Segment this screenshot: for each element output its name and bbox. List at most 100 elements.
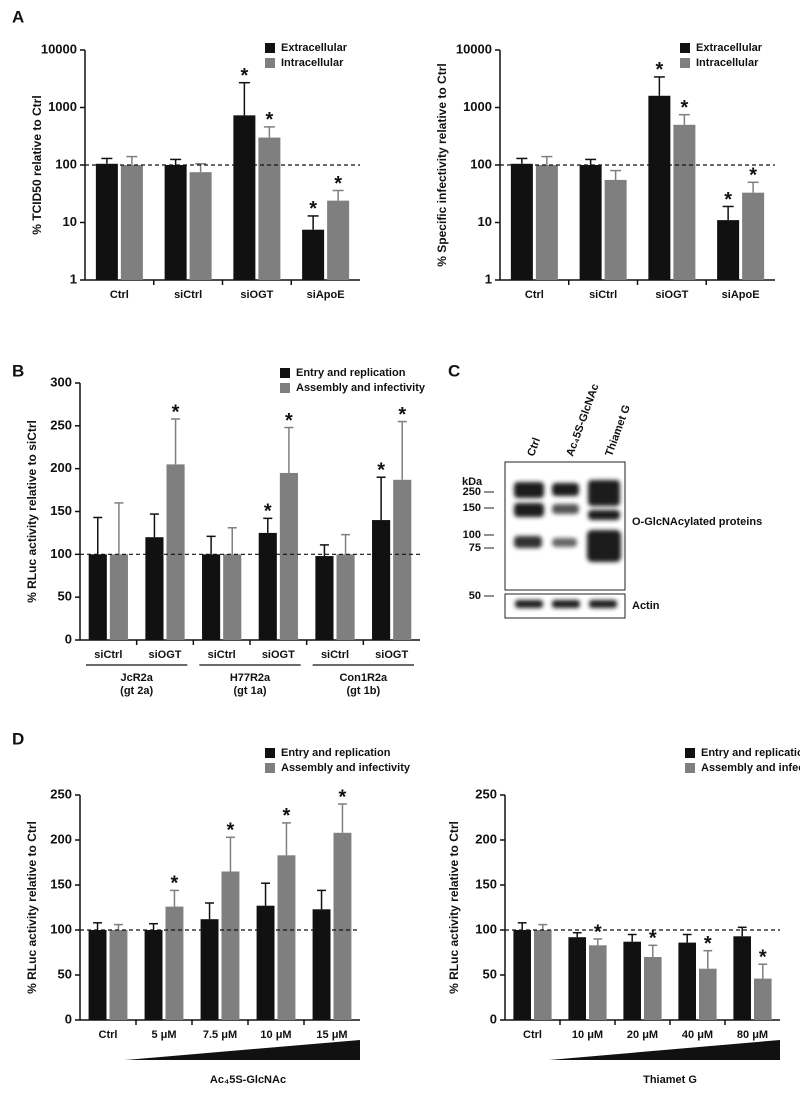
x-tick-label: siOGT bbox=[148, 649, 181, 661]
legend-label: Intracellular bbox=[696, 57, 759, 69]
y-axis-label: % RLuc activity relative to siCtrl bbox=[25, 420, 39, 603]
significance: * bbox=[724, 189, 732, 211]
gradient-wedge bbox=[549, 1040, 780, 1060]
legend-label: Assembly and infectivity bbox=[701, 762, 800, 774]
bar bbox=[144, 930, 163, 1020]
y-axis-label: % Specific infectivity relative to Ctrl bbox=[435, 63, 449, 266]
x-tick-label: 15 μM bbox=[316, 1029, 347, 1041]
y-axis-label: % RLuc activity relative to Ctrl bbox=[25, 821, 39, 994]
bar bbox=[109, 554, 128, 640]
significance: * bbox=[398, 404, 406, 426]
y-tick-label: 1 bbox=[70, 271, 77, 286]
panel-label: A bbox=[12, 7, 24, 26]
y-tick-label: 100 bbox=[50, 921, 72, 936]
blot-label: O-GlcNAcylated proteins bbox=[632, 516, 762, 528]
bar bbox=[256, 905, 275, 1020]
x-tick-label: siCtrl bbox=[208, 649, 236, 661]
significance: * bbox=[227, 820, 235, 842]
legend-label: Assembly and infectivity bbox=[281, 762, 411, 774]
x-tick-label: siCtrl bbox=[321, 649, 349, 661]
y-axis-label: % TCID50 relative to Ctrl bbox=[30, 95, 44, 234]
bar bbox=[233, 115, 256, 280]
blot-label: Actin bbox=[632, 600, 660, 612]
y-tick-label: 100 bbox=[475, 921, 497, 936]
bar bbox=[754, 978, 772, 1020]
x-tick-label: Ctrl bbox=[523, 1029, 542, 1041]
bar bbox=[717, 220, 740, 280]
x-tick-label: siOGT bbox=[240, 289, 273, 301]
legend-swatch bbox=[685, 763, 695, 773]
x-tick-label: siOGT bbox=[262, 649, 295, 661]
group-label: JcR2a bbox=[120, 672, 153, 684]
blot-marker: 100 bbox=[463, 529, 481, 541]
x-tick-label: siCtrl bbox=[94, 649, 122, 661]
y-tick-label: 10 bbox=[63, 214, 77, 229]
y-tick-label: 100 bbox=[55, 156, 77, 171]
x-tick-label: 10 μM bbox=[260, 1029, 291, 1041]
legend-swatch bbox=[685, 748, 695, 758]
y-tick-label: 50 bbox=[58, 589, 72, 604]
legend-label: Extracellular bbox=[281, 42, 348, 54]
bar bbox=[164, 165, 187, 280]
x-tick-label: siCtrl bbox=[589, 289, 617, 301]
bar bbox=[120, 165, 143, 280]
legend-swatch bbox=[265, 43, 275, 53]
x-tick-label: siCtrl bbox=[174, 289, 202, 301]
blot-lane: Thiamet G bbox=[603, 403, 633, 458]
x-tick-label: 20 μM bbox=[627, 1029, 658, 1041]
western-blot: kDa Ctrl Ac₄5S-GlcNAc Thiamet G 250 150 … bbox=[462, 382, 762, 619]
bar bbox=[336, 554, 355, 640]
bar bbox=[513, 930, 531, 1020]
panel-label: C bbox=[448, 361, 460, 380]
bar bbox=[315, 556, 334, 640]
y-tick-label: 1 bbox=[485, 271, 492, 286]
bar bbox=[166, 464, 185, 640]
legend-label: Entry and replication bbox=[296, 367, 406, 379]
significance: * bbox=[704, 933, 712, 955]
significance: * bbox=[285, 410, 293, 432]
significance: * bbox=[172, 401, 180, 423]
y-tick-label: 250 bbox=[50, 417, 72, 432]
y-tick-label: 10 bbox=[478, 214, 492, 229]
x-tick-label: 10 μM bbox=[572, 1029, 603, 1041]
legend-label: Assembly and infectivity bbox=[296, 382, 426, 394]
x-tick-label: 7.5 μM bbox=[203, 1029, 237, 1041]
x-tick-label: Ctrl bbox=[525, 289, 544, 301]
y-tick-label: 0 bbox=[65, 631, 72, 646]
y-tick-label: 10000 bbox=[41, 41, 77, 56]
bar bbox=[733, 936, 751, 1020]
x-tick-label: siApoE bbox=[722, 289, 760, 301]
bar bbox=[109, 930, 128, 1020]
y-tick-label: 200 bbox=[475, 831, 497, 846]
significance: * bbox=[264, 501, 272, 523]
significance: * bbox=[309, 198, 317, 220]
legend-label: Intracellular bbox=[281, 57, 344, 69]
x-axis-label: Thiamet G bbox=[643, 1074, 697, 1086]
blot-lane: Ctrl bbox=[525, 436, 543, 458]
bar bbox=[327, 200, 350, 280]
group-sublabel: (gt 2a) bbox=[120, 685, 153, 697]
blot-marker: 250 bbox=[463, 486, 481, 498]
bar bbox=[648, 95, 671, 281]
bar bbox=[145, 537, 164, 640]
group-sublabel: (gt 1b) bbox=[347, 685, 381, 697]
bar bbox=[579, 165, 602, 280]
y-tick-label: 10000 bbox=[456, 41, 492, 56]
bar bbox=[623, 941, 641, 1020]
significance: * bbox=[759, 946, 767, 968]
x-tick-label: 5 μM bbox=[151, 1029, 176, 1041]
bar bbox=[673, 124, 696, 280]
legend-swatch bbox=[680, 43, 690, 53]
bar bbox=[568, 937, 586, 1020]
blot-kda: kDa bbox=[462, 476, 483, 488]
significance: * bbox=[283, 805, 291, 827]
bar bbox=[279, 472, 298, 640]
x-tick-label: siApoE bbox=[307, 289, 345, 301]
significance: * bbox=[749, 165, 757, 187]
y-tick-label: 50 bbox=[483, 966, 497, 981]
bar bbox=[372, 520, 391, 640]
y-tick-label: 150 bbox=[475, 876, 497, 891]
bar bbox=[333, 832, 352, 1020]
legend-swatch bbox=[265, 748, 275, 758]
y-tick-label: 150 bbox=[50, 876, 72, 891]
